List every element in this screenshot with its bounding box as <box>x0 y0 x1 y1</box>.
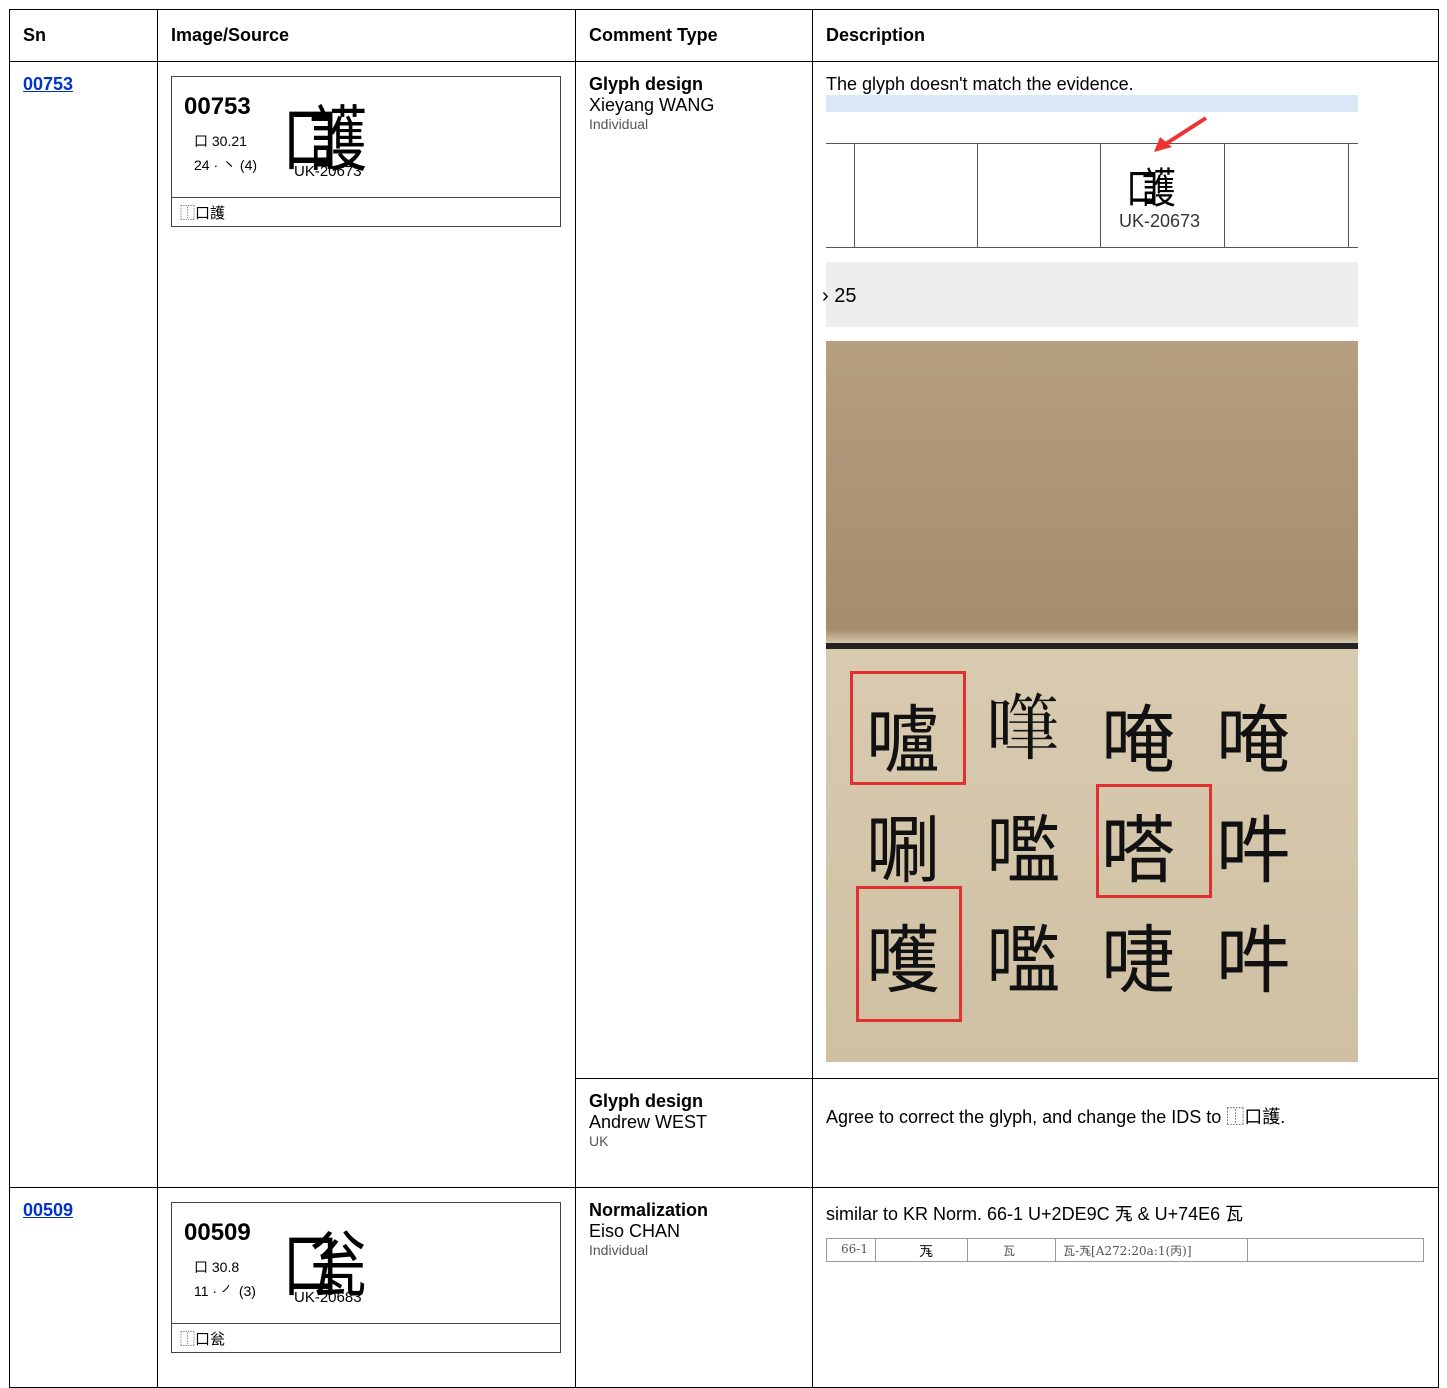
comment-type: Glyph design <box>589 74 704 94</box>
comment-type: Normalization <box>589 1200 709 1220</box>
photo-char: 嚄 <box>866 918 940 1004</box>
photo-char: 吽 <box>1216 808 1290 894</box>
comment-description: Agree to correct the glyph, and change t… <box>826 1107 1286 1127</box>
photo-char: 啑 <box>1101 918 1175 1004</box>
photo-char: 唰 <box>866 808 940 894</box>
evidence-glyph: 口護 <box>1126 164 1176 213</box>
card-strokes: 11 · ㇒ (3) <box>194 1283 256 1299</box>
card-radical: 口 30.8 <box>194 1259 240 1275</box>
card-source: UK-20683 <box>294 1289 362 1306</box>
photo-char: 嗒 <box>1101 808 1175 894</box>
comment-description: The glyph doesn't match the evidence. <box>826 74 1134 94</box>
sn-link[interactable]: 00753 <box>23 74 74 94</box>
comment-affiliation: Individual <box>589 116 649 132</box>
photo-char: 唵 <box>1216 698 1290 784</box>
card-strokes: 24 · ㇔ (4) <box>194 157 258 173</box>
comment-affiliation: UK <box>589 1133 609 1149</box>
evidence-cell: 瓦 <box>1003 1244 1016 1258</box>
photo-char: 嚧 <box>866 698 940 784</box>
card-id: 00509 <box>184 1219 251 1246</box>
sn-link[interactable]: 00509 <box>23 1200 74 1220</box>
comment-author: Eiso CHAN <box>589 1221 681 1241</box>
evidence-cell: 66-1 <box>841 1242 868 1256</box>
photo-char: 嚂 <box>986 808 1060 894</box>
evidence-cell: 瓦-𭺜[A272:20a:1(丙)] <box>1063 1244 1192 1258</box>
comment-table: Sn Image/Source Comment Type Description… <box>9 9 1439 1388</box>
comment-type: Glyph design <box>589 1091 704 1111</box>
header-comment-type: Comment Type <box>575 9 813 62</box>
evidence-cell: 𭺜 <box>919 1244 933 1260</box>
comment-affiliation: Individual <box>589 1242 649 1258</box>
photo-char: 𠽩 <box>986 687 1060 773</box>
card-radical: 口 30.21 <box>194 133 247 149</box>
evidence-partial: › 25 <box>822 285 857 307</box>
evidence-table: 66-1 𭺜 瓦 瓦-𭺜[A272:20a:1(丙)] <box>826 1238 1424 1262</box>
card-source: UK-20673 <box>294 163 362 180</box>
glyph-card: 00753 口 30.21 24 · ㇔ (4) 口護 UK-20673 ⿰口護 <box>171 76 561 227</box>
photo-char: 嚂 <box>986 918 1060 1004</box>
glyph-card: 00509 口 30.8 11 · ㇒ (3) 口瓮 UK-20683 ⿰口瓮 <box>171 1202 561 1353</box>
comment-author: Xieyang WANG <box>589 95 715 115</box>
card-ids: ⿰口瓮 <box>180 1331 226 1348</box>
comment-description: similar to KR Norm. 66-1 U+2DE9C 𭺜 & U+7… <box>826 1204 1244 1224</box>
header-description: Description <box>812 9 1439 62</box>
photo-char: 唵 <box>1101 698 1175 784</box>
card-id: 00753 <box>184 93 251 120</box>
comment-author: Andrew WEST <box>589 1112 708 1132</box>
arrow <box>1154 116 1208 152</box>
photo-char: 吽 <box>1216 918 1290 1004</box>
header-image: Image/Source <box>157 9 576 62</box>
header-sn: Sn <box>9 9 158 62</box>
evidence-source: UK-20673 <box>1119 211 1201 231</box>
card-ids: ⿰口護 <box>180 205 226 222</box>
